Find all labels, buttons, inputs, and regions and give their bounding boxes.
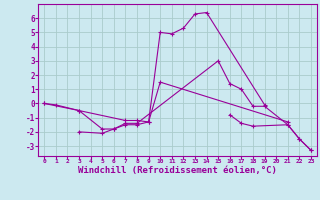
X-axis label: Windchill (Refroidissement éolien,°C): Windchill (Refroidissement éolien,°C)	[78, 166, 277, 175]
